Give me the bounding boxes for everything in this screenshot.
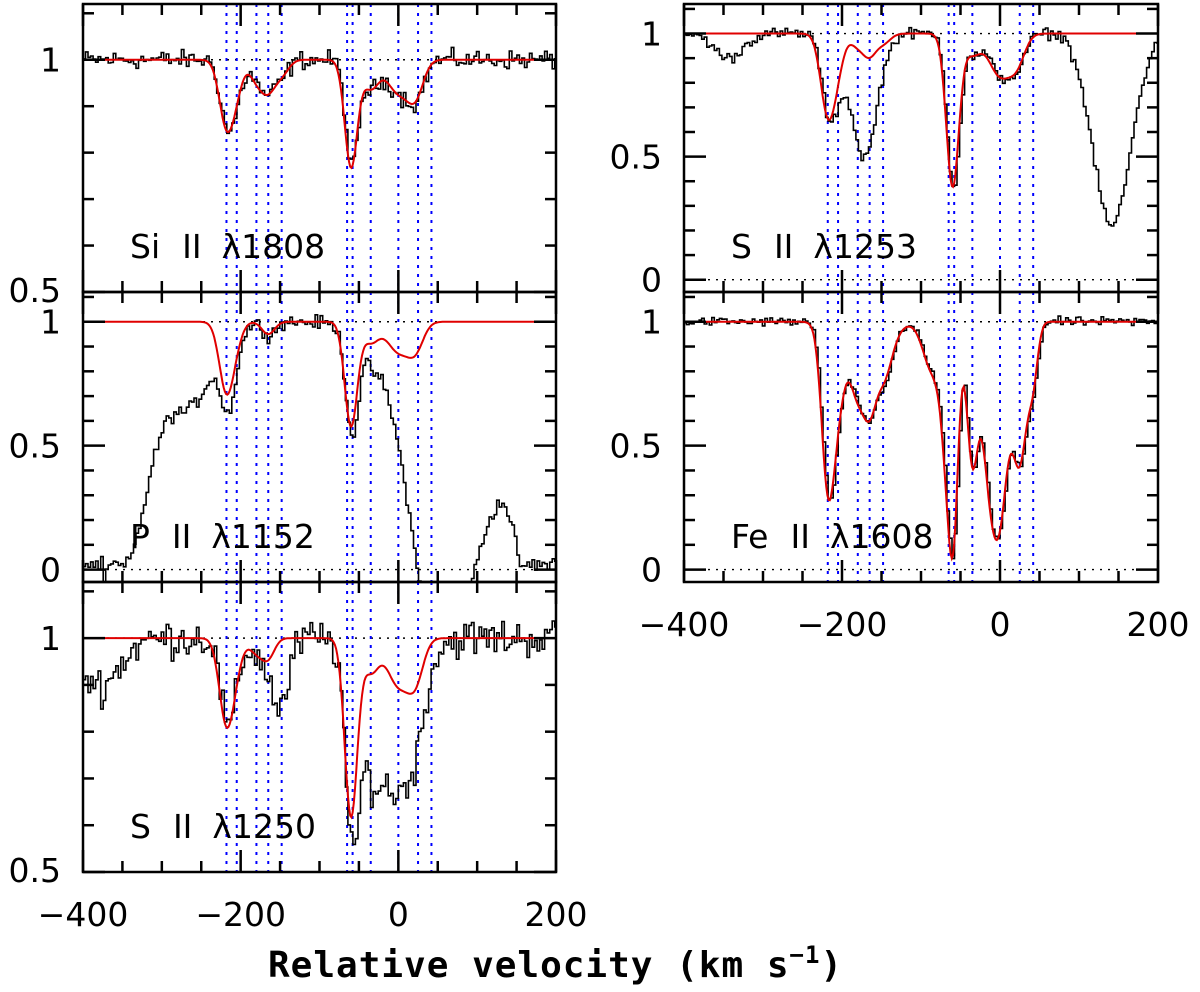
model-fit <box>83 637 556 820</box>
ion-label: Si II λ1808 <box>130 227 325 266</box>
y-tick-label: 1 <box>40 41 61 80</box>
ion-label: S II λ1253 <box>731 227 917 266</box>
ion-label-part: λ <box>212 807 232 846</box>
ion-label-part: II <box>172 517 191 556</box>
y-tick-label: 0 <box>641 551 662 590</box>
y-tick-label: 0 <box>641 261 662 300</box>
model-fit <box>83 320 556 429</box>
x-tick-label: 0 <box>388 895 409 934</box>
x-tick-label: 0 <box>990 605 1011 644</box>
y-tick-label: 1 <box>641 303 662 342</box>
y-tick-label: 0 <box>40 551 61 590</box>
model-fit <box>684 320 1158 562</box>
y-tick-label: 0.5 <box>9 427 61 466</box>
ion-label-part: λ <box>813 227 833 266</box>
observed-spectrum <box>83 46 556 160</box>
ion-label-part: λ <box>211 517 231 556</box>
model-fit <box>684 32 1158 189</box>
panel-frame <box>81 290 558 584</box>
y-tick-label: 0.5 <box>9 271 61 310</box>
ion-label-part: S <box>130 807 151 846</box>
ion-label-part: 1152 <box>231 517 315 556</box>
panel-si2-1808: 0.5 1 Si II λ1808 <box>9 2 558 310</box>
x-tick-label: −400 <box>639 605 730 644</box>
x-tick-label: −200 <box>195 895 286 934</box>
x-tick-labels-left-column: −400 −200 0 200 <box>38 895 588 934</box>
y-tick-label: 1 <box>40 619 61 658</box>
ion-label-part: 1253 <box>833 227 917 266</box>
x-tick-label: −400 <box>38 895 129 934</box>
ion-label-part: 1608 <box>849 517 933 556</box>
ion-label-part: λ <box>830 517 850 556</box>
x-axis-label-exponent: −1 <box>790 941 821 969</box>
y-tick-label: 1 <box>641 15 662 54</box>
observed-spectrum <box>684 315 1158 560</box>
ion-label-part: P <box>130 517 150 556</box>
ion-label-part: 1250 <box>232 807 316 846</box>
x-axis-label-main: Relative velocity (km s <box>268 945 790 986</box>
y-tick-label: 1 <box>40 303 61 342</box>
model-fit <box>83 58 556 170</box>
x-tick-label: −200 <box>797 605 888 644</box>
observed-spectrum <box>83 314 556 582</box>
panel-s2-1250: 0.5 1 S II λ1250 <box>9 580 558 890</box>
panel-frame <box>682 2 1160 294</box>
ion-label-part: S <box>731 227 752 266</box>
ion-label: Fe II λ1608 <box>731 517 933 556</box>
ion-label-part: II <box>790 517 809 556</box>
y-tick-label: 0.5 <box>610 427 662 466</box>
ion-label-part: II <box>173 807 192 846</box>
ion-label-part: 1808 <box>241 227 325 266</box>
panel-s2-1253: 0 0.5 1 S II λ1253 <box>610 2 1160 300</box>
panel-fe2-1608: 0 0.5 1 Fe II λ1608 <box>610 290 1160 590</box>
x-tick-labels-right-column: −400 −200 0 200 <box>639 605 1190 644</box>
ion-label-part: λ <box>222 227 242 266</box>
ion-label-part: II <box>774 227 793 266</box>
x-tick-label: 200 <box>525 895 588 934</box>
ion-label: P II λ1152 <box>130 517 315 556</box>
observed-spectrum <box>83 620 556 846</box>
ion-label-part: II <box>182 227 201 266</box>
x-axis-label: Relative velocity (km s−1) <box>268 941 843 986</box>
x-tick-label: 200 <box>1127 605 1190 644</box>
panel-p2-1152: 0 0.5 1 P II λ1152 <box>9 290 558 590</box>
ion-label-part: Si <box>130 227 160 266</box>
ion-label: S II λ1250 <box>130 807 316 846</box>
x-axis-label-close: ) <box>820 945 843 986</box>
y-tick-label: 0.5 <box>610 138 662 177</box>
y-tick-label: 0.5 <box>9 851 61 890</box>
ion-label-part: Fe <box>731 517 768 556</box>
observed-spectrum <box>684 26 1158 227</box>
